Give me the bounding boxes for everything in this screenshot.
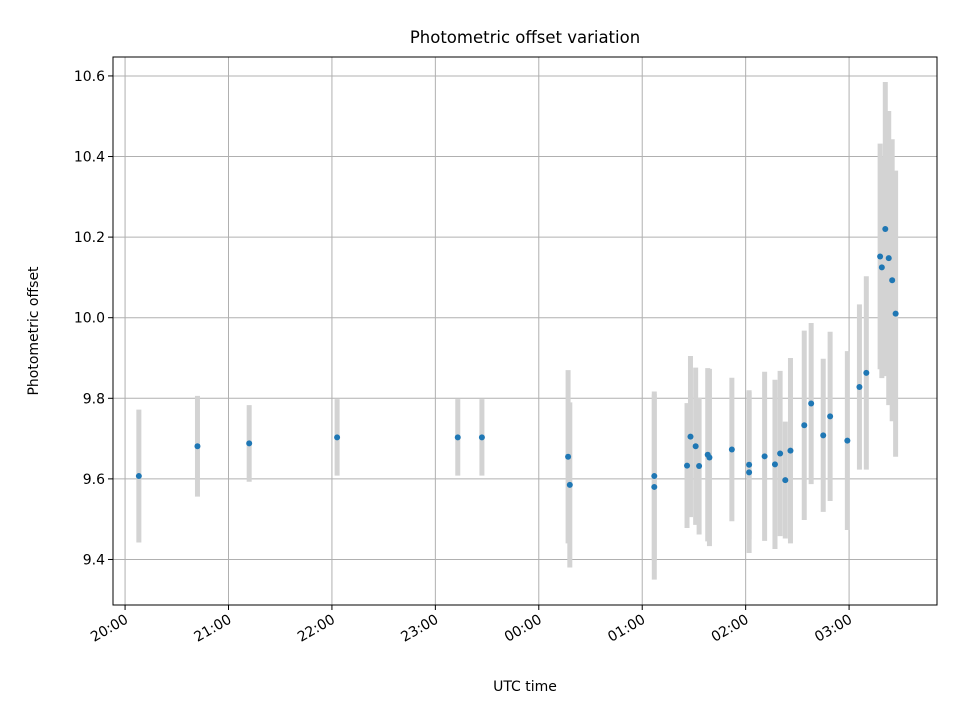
data-point xyxy=(692,443,699,450)
y-axis-label: Photometric offset xyxy=(26,266,42,396)
y-tick-label: 9.6 xyxy=(83,472,105,488)
data-point xyxy=(566,481,573,488)
data-point xyxy=(565,453,572,460)
data-point xyxy=(801,422,808,429)
data-point xyxy=(889,277,896,284)
y-tick-label: 10.0 xyxy=(74,311,105,327)
y-tick-label: 9.8 xyxy=(83,391,105,407)
data-point xyxy=(334,434,341,441)
data-point xyxy=(478,434,485,441)
data-point xyxy=(808,400,815,407)
y-tick-label: 10.4 xyxy=(74,150,105,166)
data-point xyxy=(761,453,768,460)
data-point xyxy=(746,461,753,468)
gridlines xyxy=(113,57,937,605)
y-tick-label: 10.6 xyxy=(74,69,105,85)
data-point xyxy=(651,473,658,480)
data-points xyxy=(135,226,899,490)
data-point xyxy=(820,432,827,439)
data-point xyxy=(882,226,889,233)
data-point xyxy=(246,440,253,447)
data-point xyxy=(777,450,784,457)
data-point xyxy=(844,437,851,444)
data-point xyxy=(787,447,794,454)
data-point xyxy=(454,434,461,441)
data-point xyxy=(746,469,753,476)
data-point xyxy=(892,310,899,317)
data-point xyxy=(687,433,694,440)
data-point xyxy=(651,483,658,490)
data-point xyxy=(885,255,892,262)
data-point xyxy=(728,446,735,453)
data-point xyxy=(771,461,778,468)
data-point xyxy=(696,462,703,469)
y-axis: 9.4 9.6 9.8 10.0 10.2 10.4 10.6 xyxy=(74,69,113,568)
data-point xyxy=(827,413,834,420)
data-point xyxy=(878,264,885,271)
x-axis-label: UTC time xyxy=(493,679,557,695)
chart-title: Photometric offset variation xyxy=(410,28,640,47)
data-point xyxy=(684,462,691,469)
y-tick-label: 9.4 xyxy=(83,552,105,568)
data-point xyxy=(135,473,142,480)
data-point xyxy=(194,443,201,450)
data-point xyxy=(863,369,870,376)
plot-frame xyxy=(112,56,938,606)
data-point xyxy=(877,253,884,260)
data-point xyxy=(856,384,863,391)
y-tick-label: 10.2 xyxy=(74,230,105,246)
data-point xyxy=(782,477,789,484)
data-point xyxy=(706,454,713,461)
